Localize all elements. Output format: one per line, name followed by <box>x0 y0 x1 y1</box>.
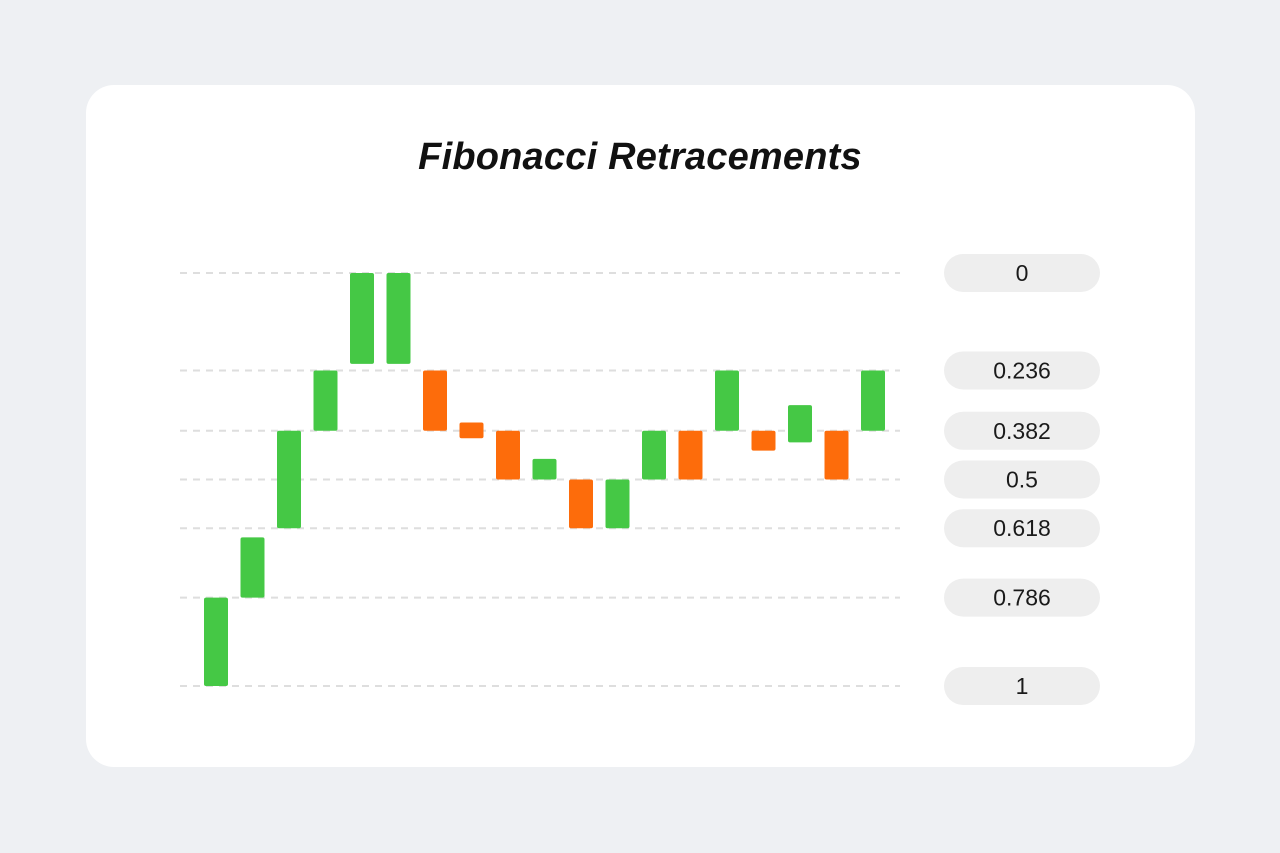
chart-title: Fibonacci Retracements <box>418 136 862 178</box>
level-label: 0.236 <box>944 351 1100 390</box>
candle-16 <box>751 430 776 451</box>
level-label-pill <box>944 351 1100 390</box>
level-label-text: 0.5 <box>1006 467 1038 493</box>
candle-4 <box>313 370 338 431</box>
candle-7 <box>423 370 447 431</box>
level-label-text: 0.618 <box>993 515 1051 541</box>
level-label: 1 <box>944 667 1100 705</box>
level-label-pill <box>944 254 1100 292</box>
candle-8 <box>459 422 484 439</box>
candle-6 <box>386 273 411 364</box>
candle-17 <box>788 405 812 443</box>
candle-18 <box>824 430 849 480</box>
level-label-text: 0 <box>1016 260 1029 286</box>
candle-12 <box>605 479 630 529</box>
level-label-text: 0.786 <box>993 585 1051 611</box>
level-label: 0.786 <box>944 578 1100 617</box>
level-label-pill <box>944 460 1100 499</box>
level-label-pill <box>944 578 1100 617</box>
level-label: 0 <box>944 254 1100 292</box>
level-label: 0.5 <box>944 460 1100 499</box>
level-label-text: 0.382 <box>993 418 1051 444</box>
level-label-pill <box>944 667 1100 705</box>
candle-15 <box>715 370 739 431</box>
candle-5 <box>350 273 374 364</box>
candle-14 <box>678 430 703 480</box>
level-label-text: 1 <box>1016 673 1029 699</box>
level-label-pill <box>944 411 1100 450</box>
candle-11 <box>569 479 593 529</box>
candle-3 <box>277 430 301 529</box>
candle-13 <box>642 430 666 480</box>
candle-2 <box>240 537 265 598</box>
level-label: 0.618 <box>944 509 1100 548</box>
candle-10 <box>532 458 557 480</box>
candle-9 <box>496 430 520 480</box>
candle-1 <box>204 597 228 686</box>
level-label-pill <box>944 509 1100 548</box>
level-label-text: 0.236 <box>993 357 1051 383</box>
candle-19 <box>861 370 885 431</box>
level-label: 0.382 <box>944 411 1100 450</box>
